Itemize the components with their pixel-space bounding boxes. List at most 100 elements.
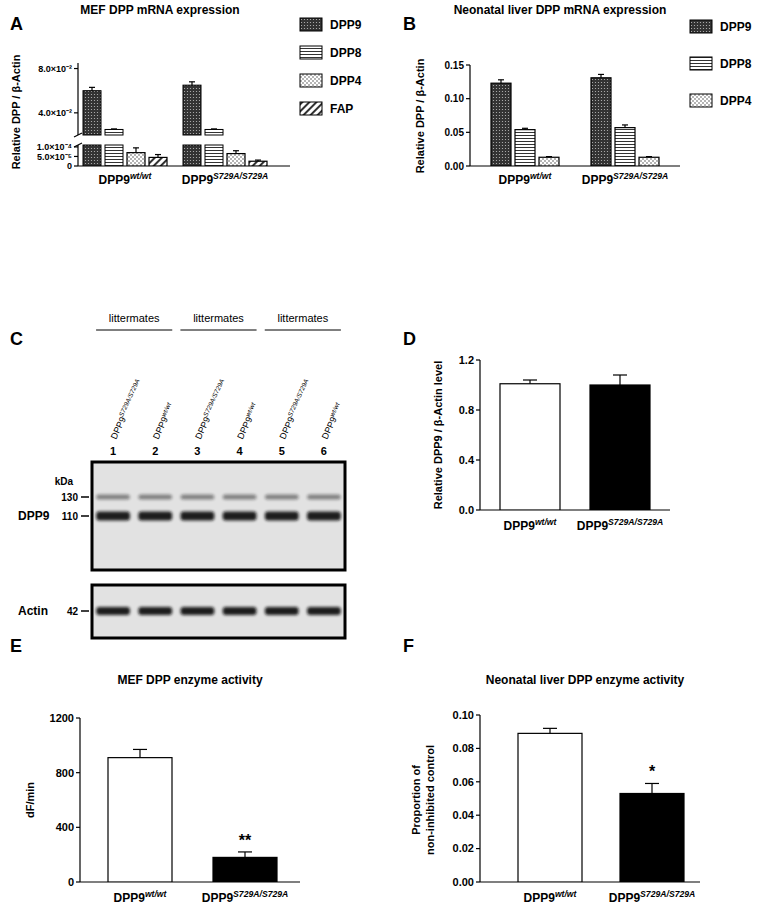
error-cap <box>598 74 604 75</box>
chart-panel: AMEF DPP mRNA expressionRelative DPP / β… <box>10 3 362 187</box>
bar <box>539 157 559 166</box>
lane-label: DPP9S729A/S729A <box>192 378 230 441</box>
error-bar <box>598 74 604 77</box>
category-label: DPP9wt/wt <box>504 517 558 533</box>
bar <box>491 83 511 166</box>
tick-label: 0.0 <box>459 504 474 516</box>
category-label: DPP9S729A/S729A <box>182 171 269 187</box>
category-label: DPP9wt/wt <box>114 889 168 905</box>
tick-label: 0.06 <box>453 776 474 788</box>
tick-label: 0 <box>67 161 72 171</box>
legend-label: DPP4 <box>330 74 362 88</box>
tick <box>476 748 480 749</box>
tick-label: 0.4 <box>459 454 475 466</box>
error-stem <box>244 852 245 857</box>
tick <box>76 772 80 773</box>
annotation: * <box>649 763 656 780</box>
error-cap <box>211 128 217 129</box>
legend-label: FAP <box>330 102 353 116</box>
marker-dash <box>81 610 89 612</box>
bar <box>615 128 635 166</box>
tick-label: 0.10 <box>445 93 465 104</box>
legend-label: DPP9 <box>720 20 752 34</box>
category-label: DPP9wt/wt <box>99 171 153 187</box>
error-stem <box>135 148 136 153</box>
tick-label: 0.04 <box>453 809 475 821</box>
y-axis <box>77 145 78 166</box>
legend-swatch <box>690 57 712 70</box>
tick-label: 1200 <box>50 712 74 724</box>
bar-lower <box>183 145 201 166</box>
y-axis <box>77 63 78 135</box>
tick <box>476 815 480 816</box>
bar-upper <box>105 129 123 135</box>
marker-label: 110 <box>62 511 79 522</box>
y-axis <box>469 65 470 166</box>
legend-swatch <box>300 18 322 31</box>
error-cap <box>255 159 261 160</box>
error-bar <box>189 82 195 85</box>
error-bar <box>233 151 239 154</box>
error-cap <box>111 128 117 129</box>
tick <box>476 459 480 460</box>
error-bar <box>111 128 117 130</box>
y-axis <box>479 360 480 510</box>
legend-label: DPP9 <box>330 18 362 32</box>
tick-label: 0.05 <box>445 127 465 138</box>
category-label: DPP9S729A/S729A <box>202 889 289 905</box>
legend-swatch <box>300 102 322 115</box>
marker-label: 42 <box>67 606 79 617</box>
error-bar <box>238 852 252 857</box>
bar <box>518 733 582 882</box>
error-stem <box>619 375 620 385</box>
error-bar <box>255 160 261 161</box>
bar <box>105 129 123 166</box>
blot-box <box>92 462 345 570</box>
annotation: ** <box>239 832 252 849</box>
group-line <box>265 330 341 331</box>
lane-number: 1 <box>110 445 116 457</box>
error-cap <box>155 154 161 155</box>
legend-swatch <box>690 94 712 107</box>
error-bar <box>546 156 552 158</box>
panel-letter: F <box>403 636 414 656</box>
band <box>307 512 341 521</box>
error-cap <box>543 728 557 729</box>
tick-label: 0.02 <box>453 842 474 854</box>
tick <box>74 146 78 147</box>
blot-name: Actin <box>18 604 48 618</box>
bar <box>83 91 101 166</box>
bar <box>515 130 535 166</box>
tick <box>74 68 78 69</box>
tick-label: 0.15 <box>445 60 465 71</box>
bar <box>639 157 659 166</box>
panel-letter: E <box>10 636 22 656</box>
bar <box>127 153 145 166</box>
error-stem <box>549 728 550 733</box>
error-cap <box>498 79 504 80</box>
tick-label: 400 <box>56 821 74 833</box>
legend-label: DPP8 <box>720 57 752 71</box>
legend-label: DPP8 <box>330 46 362 60</box>
tick-label: 0.10 <box>453 709 474 721</box>
panel-letter: D <box>403 329 416 349</box>
error-bar <box>645 783 659 793</box>
lane-label: DPP9wt/wt <box>150 400 177 441</box>
band <box>96 495 130 500</box>
tick <box>476 409 480 410</box>
tick <box>466 132 470 133</box>
legend-label: DPP4 <box>720 94 752 108</box>
tick-label: 1.2 <box>459 354 474 366</box>
tick-label: 4.0×10⁻² <box>38 108 72 118</box>
category-label: DPP9S729A/S729A <box>609 889 696 905</box>
error-bar <box>646 156 652 158</box>
bar <box>213 857 277 882</box>
lane-label: DPP9wt/wt <box>234 400 261 441</box>
error-cap <box>189 81 195 82</box>
title: MEF DPP mRNA expression <box>80 3 239 17</box>
tick <box>74 165 78 166</box>
y-label: non-inhibited control <box>424 745 436 855</box>
lane-label: DPP9S729A/S729A <box>107 378 145 441</box>
band <box>96 512 130 521</box>
error-bar <box>543 728 557 733</box>
